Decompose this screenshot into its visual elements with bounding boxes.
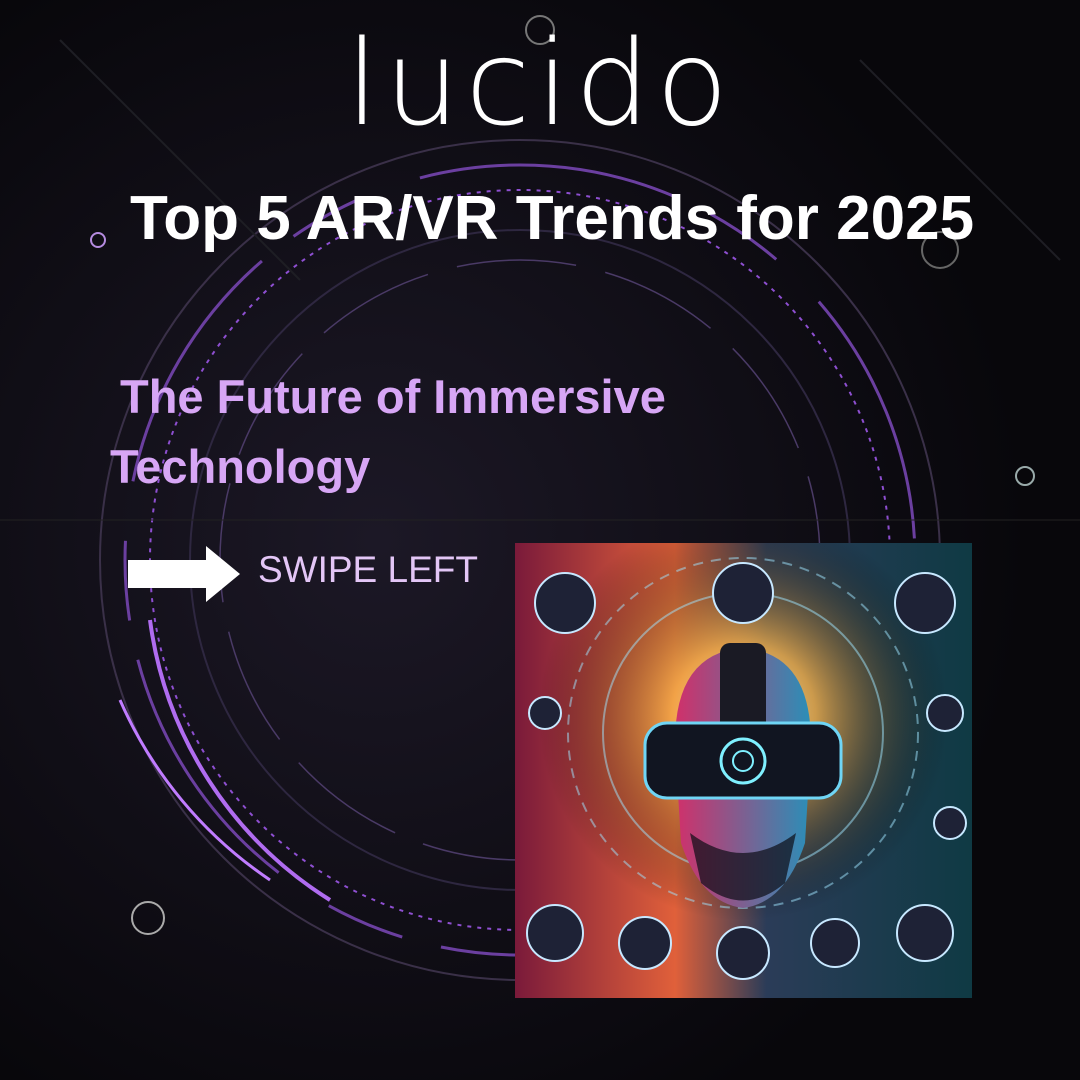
title: Top 5 AR/VR Trends for 2025 <box>130 184 975 253</box>
arrow-icon <box>128 546 240 602</box>
subtitle: The Future of Immersive Technology <box>110 370 666 493</box>
logo: lucido <box>345 14 735 152</box>
swipe-label[interactable]: SWIPE LEFT <box>258 549 478 590</box>
vr-illustration <box>515 543 972 998</box>
